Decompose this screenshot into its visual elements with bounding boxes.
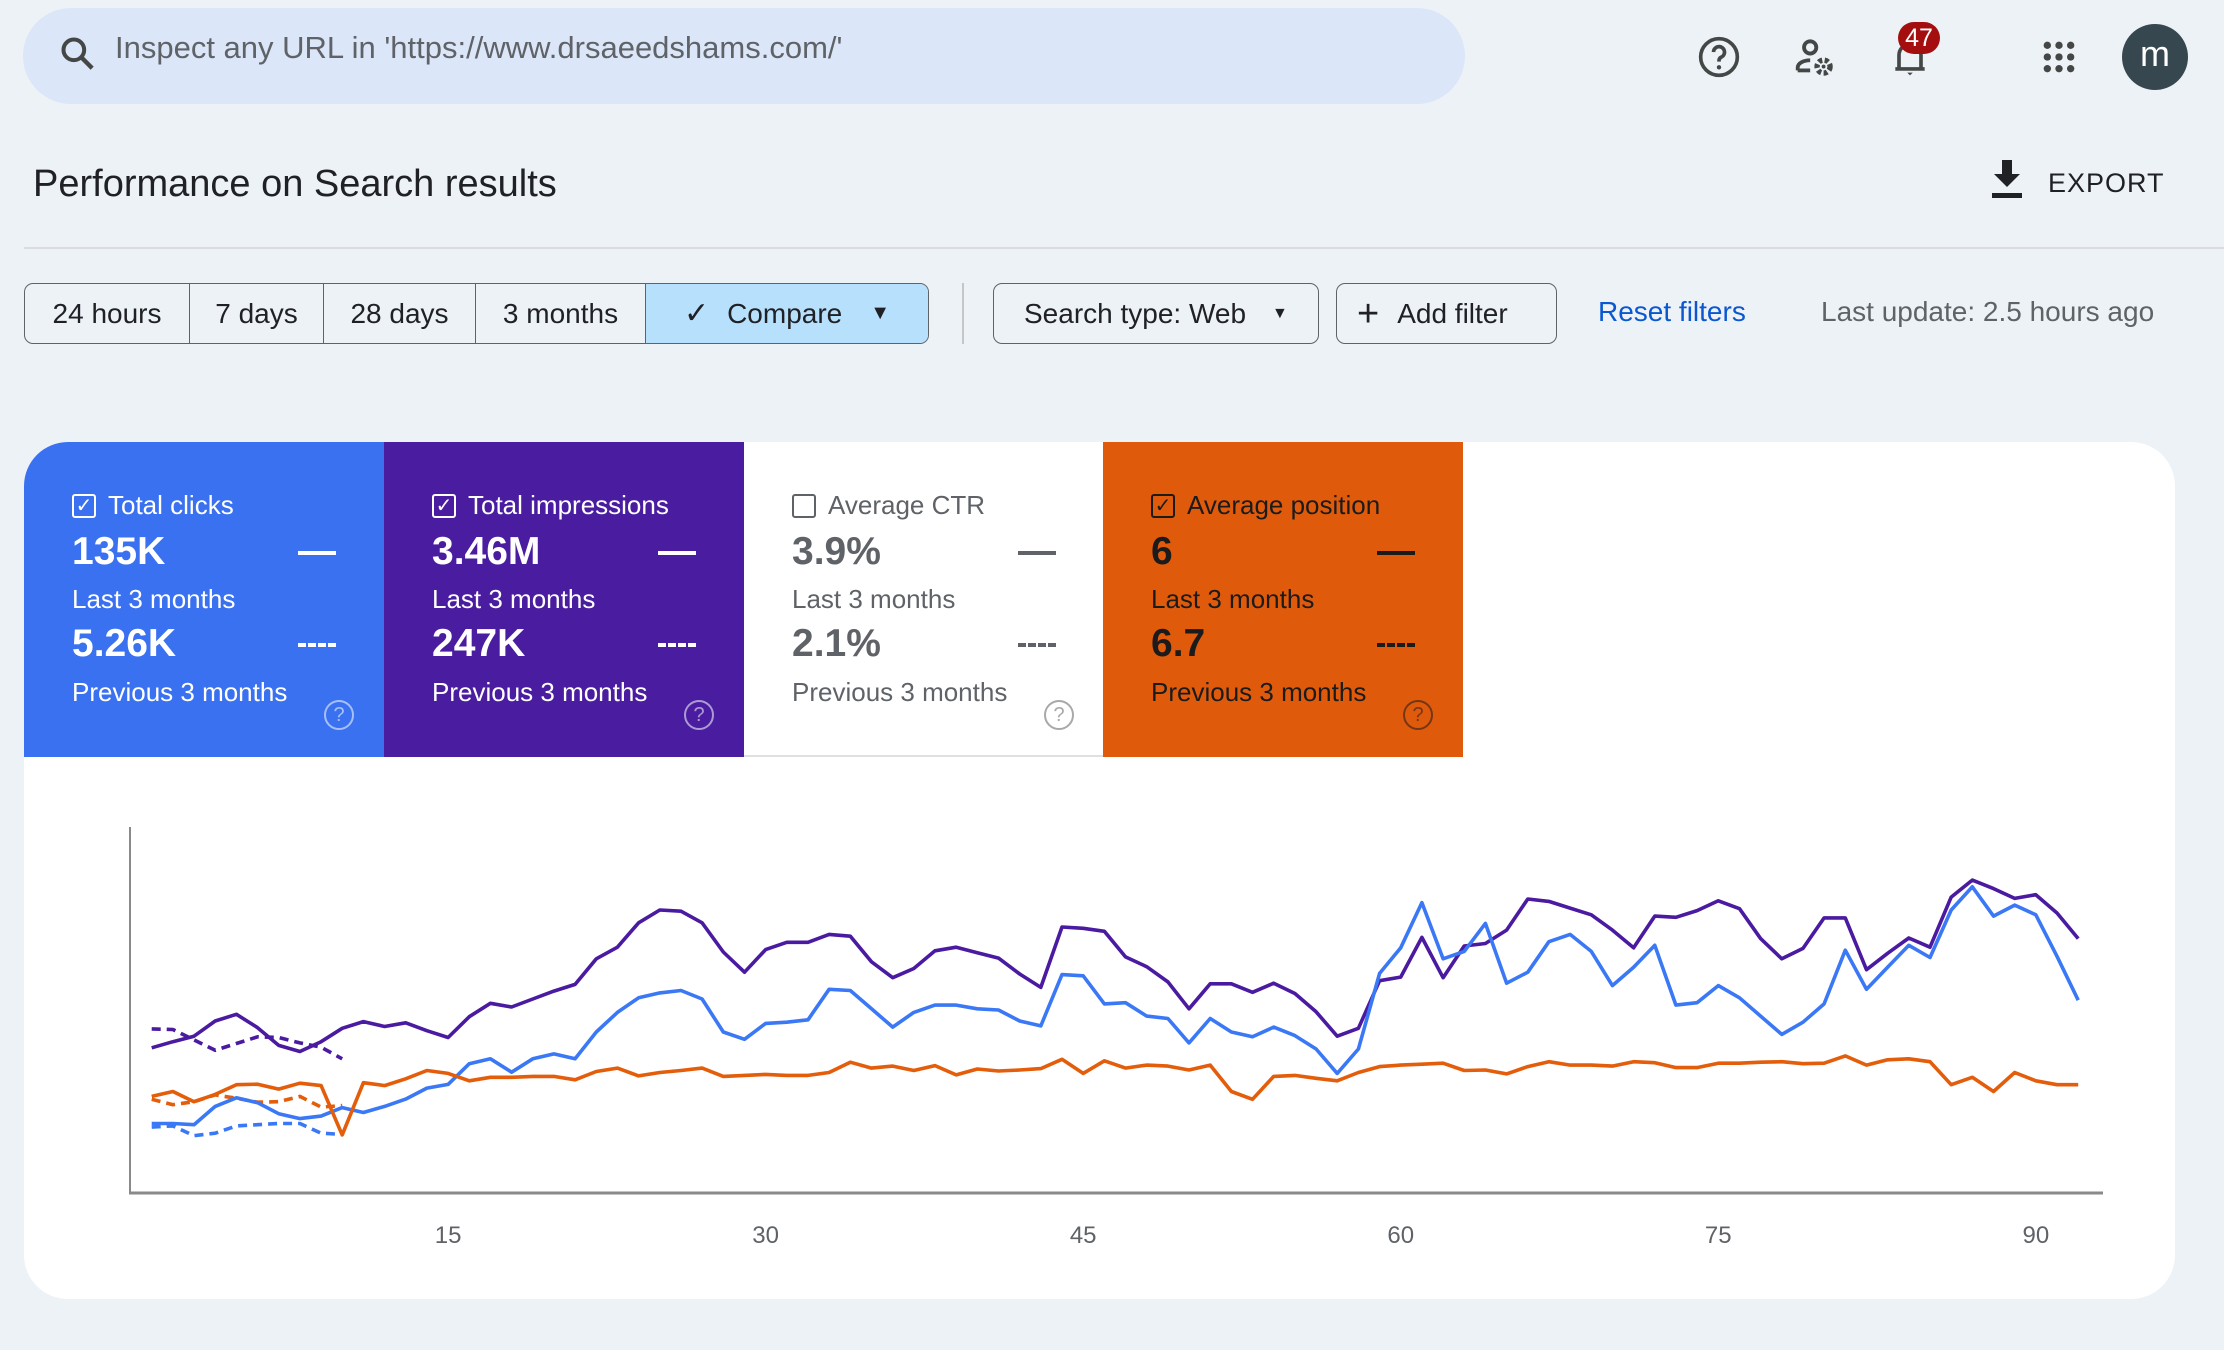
series-line-total-clicks-previous — [151, 1121, 343, 1138]
dropdown-arrow-icon: ▼ — [1272, 304, 1288, 322]
compare-label: Compare — [727, 297, 843, 329]
export-button[interactable]: EXPORT — [1990, 160, 2165, 207]
metric-toggle[interactable]: ✓ Total impressions — [432, 490, 669, 521]
performance-card: ✓ Total clicks 135K Last 3 months 5.26K … — [24, 442, 2175, 1299]
range-3-months[interactable]: 3 months — [476, 284, 646, 343]
check-icon: ✓ — [683, 297, 710, 330]
notification-count-badge: 47 — [1898, 22, 1940, 54]
metric-tile-total-impressions[interactable]: ✓ Total impressions 3.46M Last 3 months … — [384, 442, 744, 757]
dashed-line-legend-icon — [658, 643, 696, 647]
series-line-average-position-current — [151, 1054, 2079, 1137]
metric-value: 3.9% — [792, 530, 881, 573]
url-inspection-input-placeholder[interactable]: Inspect any URL in 'https://www.drsaeeds… — [115, 30, 843, 65]
metric-previous-period: Previous 3 months — [432, 677, 648, 707]
metric-label: Total impressions — [468, 490, 669, 520]
x-tick-label: 45 — [1070, 1222, 1097, 1249]
x-tick-label: 75 — [1705, 1222, 1732, 1249]
checkbox-checked-icon[interactable]: ✓ — [1151, 493, 1175, 518]
x-tick-label: 60 — [1387, 1222, 1414, 1249]
date-range-selector: 24 hours 7 days 28 days 3 months ✓ Compa… — [24, 283, 929, 344]
checkbox-unchecked-icon[interactable] — [792, 493, 816, 518]
metric-value: 135K — [72, 530, 166, 573]
checkbox-checked-icon[interactable]: ✓ — [72, 493, 96, 518]
metric-value: 3.46M — [432, 530, 541, 573]
metric-period: Last 3 months — [432, 584, 596, 614]
metric-period: Last 3 months — [72, 584, 236, 614]
metric-label: Total clicks — [108, 490, 234, 520]
metric-period: Last 3 months — [1151, 584, 1315, 614]
filter-separator — [962, 283, 964, 344]
dropdown-arrow-icon: ▼ — [870, 302, 891, 324]
dashed-line-legend-icon — [1018, 643, 1056, 647]
solid-line-legend-icon — [658, 551, 696, 555]
solid-line-legend-icon — [298, 551, 336, 555]
metric-previous-period: Previous 3 months — [1151, 677, 1367, 707]
compare-dropdown[interactable]: ✓ Compare ▼ — [646, 284, 928, 343]
download-icon — [1990, 160, 2024, 207]
dashed-line-legend-icon — [1377, 643, 1415, 647]
solid-line-legend-icon — [1377, 551, 1415, 555]
checkbox-checked-icon[interactable]: ✓ — [432, 493, 456, 518]
search-icon — [58, 34, 98, 79]
x-tick-label: 30 — [752, 1222, 779, 1249]
metric-value: 6 — [1151, 530, 1173, 573]
metric-toggle[interactable]: ✓ Total clicks — [72, 490, 234, 521]
header-divider — [24, 247, 2224, 249]
series-line-total-clicks-current — [151, 884, 2080, 1127]
x-tick-label: 90 — [2022, 1222, 2049, 1249]
metric-previous-value: 5.26K — [72, 622, 177, 665]
metric-tile-total-clicks[interactable]: ✓ Total clicks 135K Last 3 months 5.26K … — [24, 442, 384, 757]
performance-chart: 15 30 45 60 75 90 — [129, 827, 2103, 1249]
url-inspection-search-bar[interactable] — [23, 8, 1465, 104]
help-icon[interactable]: ? — [324, 700, 354, 730]
metric-tile-average-ctr[interactable]: Average CTR 3.9% Last 3 months 2.1% Prev… — [744, 442, 1103, 757]
help-icon[interactable] — [1692, 30, 1746, 84]
metric-previous-value: 6.7 — [1151, 622, 1206, 665]
metric-tile-average-position[interactable]: ✓ Average position 6 Last 3 months 6.7 P… — [1103, 442, 1463, 757]
series-line-total-impressions-current — [151, 878, 2080, 1054]
metric-previous-period: Previous 3 months — [72, 677, 288, 707]
help-icon[interactable]: ? — [1403, 700, 1433, 730]
add-filter-button[interactable]: + Add filter — [1336, 283, 1557, 344]
metric-toggle[interactable]: Average CTR — [792, 490, 985, 521]
metric-period: Last 3 months — [792, 584, 956, 614]
metric-previous-period: Previous 3 months — [792, 677, 1008, 707]
dashed-line-legend-icon — [298, 643, 336, 647]
metric-label: Average CTR — [828, 490, 986, 520]
search-type-dropdown[interactable]: Search type: Web ▼ — [993, 283, 1319, 344]
admin-settings-icon[interactable] — [1787, 30, 1841, 84]
help-icon[interactable]: ? — [1044, 700, 1074, 730]
apps-grid-icon[interactable] — [2032, 30, 2086, 84]
metric-toggle[interactable]: ✓ Average position — [1151, 490, 1380, 521]
help-icon[interactable]: ? — [684, 700, 714, 730]
metric-previous-value: 2.1% — [792, 622, 881, 665]
reset-filters-link[interactable]: Reset filters — [1598, 296, 1746, 327]
metric-previous-value: 247K — [432, 622, 526, 665]
range-24-hours[interactable]: 24 hours — [25, 284, 190, 343]
account-avatar[interactable]: m — [2122, 24, 2188, 90]
export-label: EXPORT — [2048, 168, 2165, 198]
x-tick-label: 15 — [435, 1222, 462, 1249]
add-filter-label: Add filter — [1397, 297, 1508, 329]
range-7-days[interactable]: 7 days — [190, 284, 324, 343]
solid-line-legend-icon — [1018, 551, 1056, 555]
metric-label: Average position — [1187, 490, 1381, 520]
search-type-label: Search type: Web — [1024, 297, 1247, 329]
plus-icon: + — [1357, 292, 1380, 335]
last-update-text: Last update: 2.5 hours ago — [1821, 296, 2155, 327]
range-28-days[interactable]: 28 days — [324, 284, 476, 343]
page-title: Performance on Search results — [33, 163, 557, 205]
